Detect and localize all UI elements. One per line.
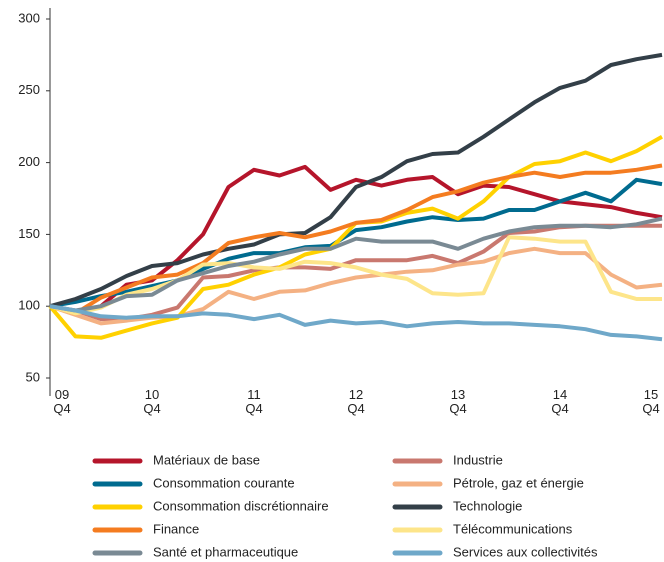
y-tick-label: 300 — [18, 10, 40, 25]
series-line — [49, 52, 663, 309]
legend-label: Télécommunications — [453, 521, 573, 536]
x-tick-label: 11 Q4 — [245, 387, 263, 416]
series-line — [49, 216, 663, 313]
x-tick-label: 12 Q4 — [347, 387, 365, 416]
legend-label: Technologie — [453, 498, 522, 513]
y-tick-label: 200 — [18, 154, 40, 169]
y-tick-label: 100 — [18, 298, 40, 313]
x-tick-label: 15 Q4 — [642, 387, 660, 416]
series-line — [49, 235, 662, 316]
x-tick-label: 14 Q4 — [551, 387, 569, 416]
legend-label: Consommation discrétionnaire — [153, 498, 329, 513]
series-line — [49, 304, 663, 342]
y-tick-label: 150 — [18, 226, 40, 241]
x-tick-label: 09 Q4 — [53, 387, 71, 416]
legend-label: Santé et pharmaceutique — [153, 544, 298, 559]
series-line — [49, 163, 663, 316]
series-line — [49, 177, 663, 309]
legend-label: Pétrole, gaz et énergie — [453, 475, 584, 490]
legend-label: Services aux collectivités — [453, 544, 598, 559]
legend-label: Consommation courante — [153, 475, 295, 490]
y-tick-label: 50 — [26, 369, 40, 384]
legend-label: Finance — [153, 521, 199, 536]
x-tick-label: 10 Q4 — [143, 387, 161, 416]
x-tick-label: 13 Q4 — [449, 387, 467, 416]
legend-label: Matériaux de base — [153, 452, 260, 467]
y-tick-label: 250 — [18, 82, 40, 97]
legend-label: Industrie — [453, 452, 503, 467]
